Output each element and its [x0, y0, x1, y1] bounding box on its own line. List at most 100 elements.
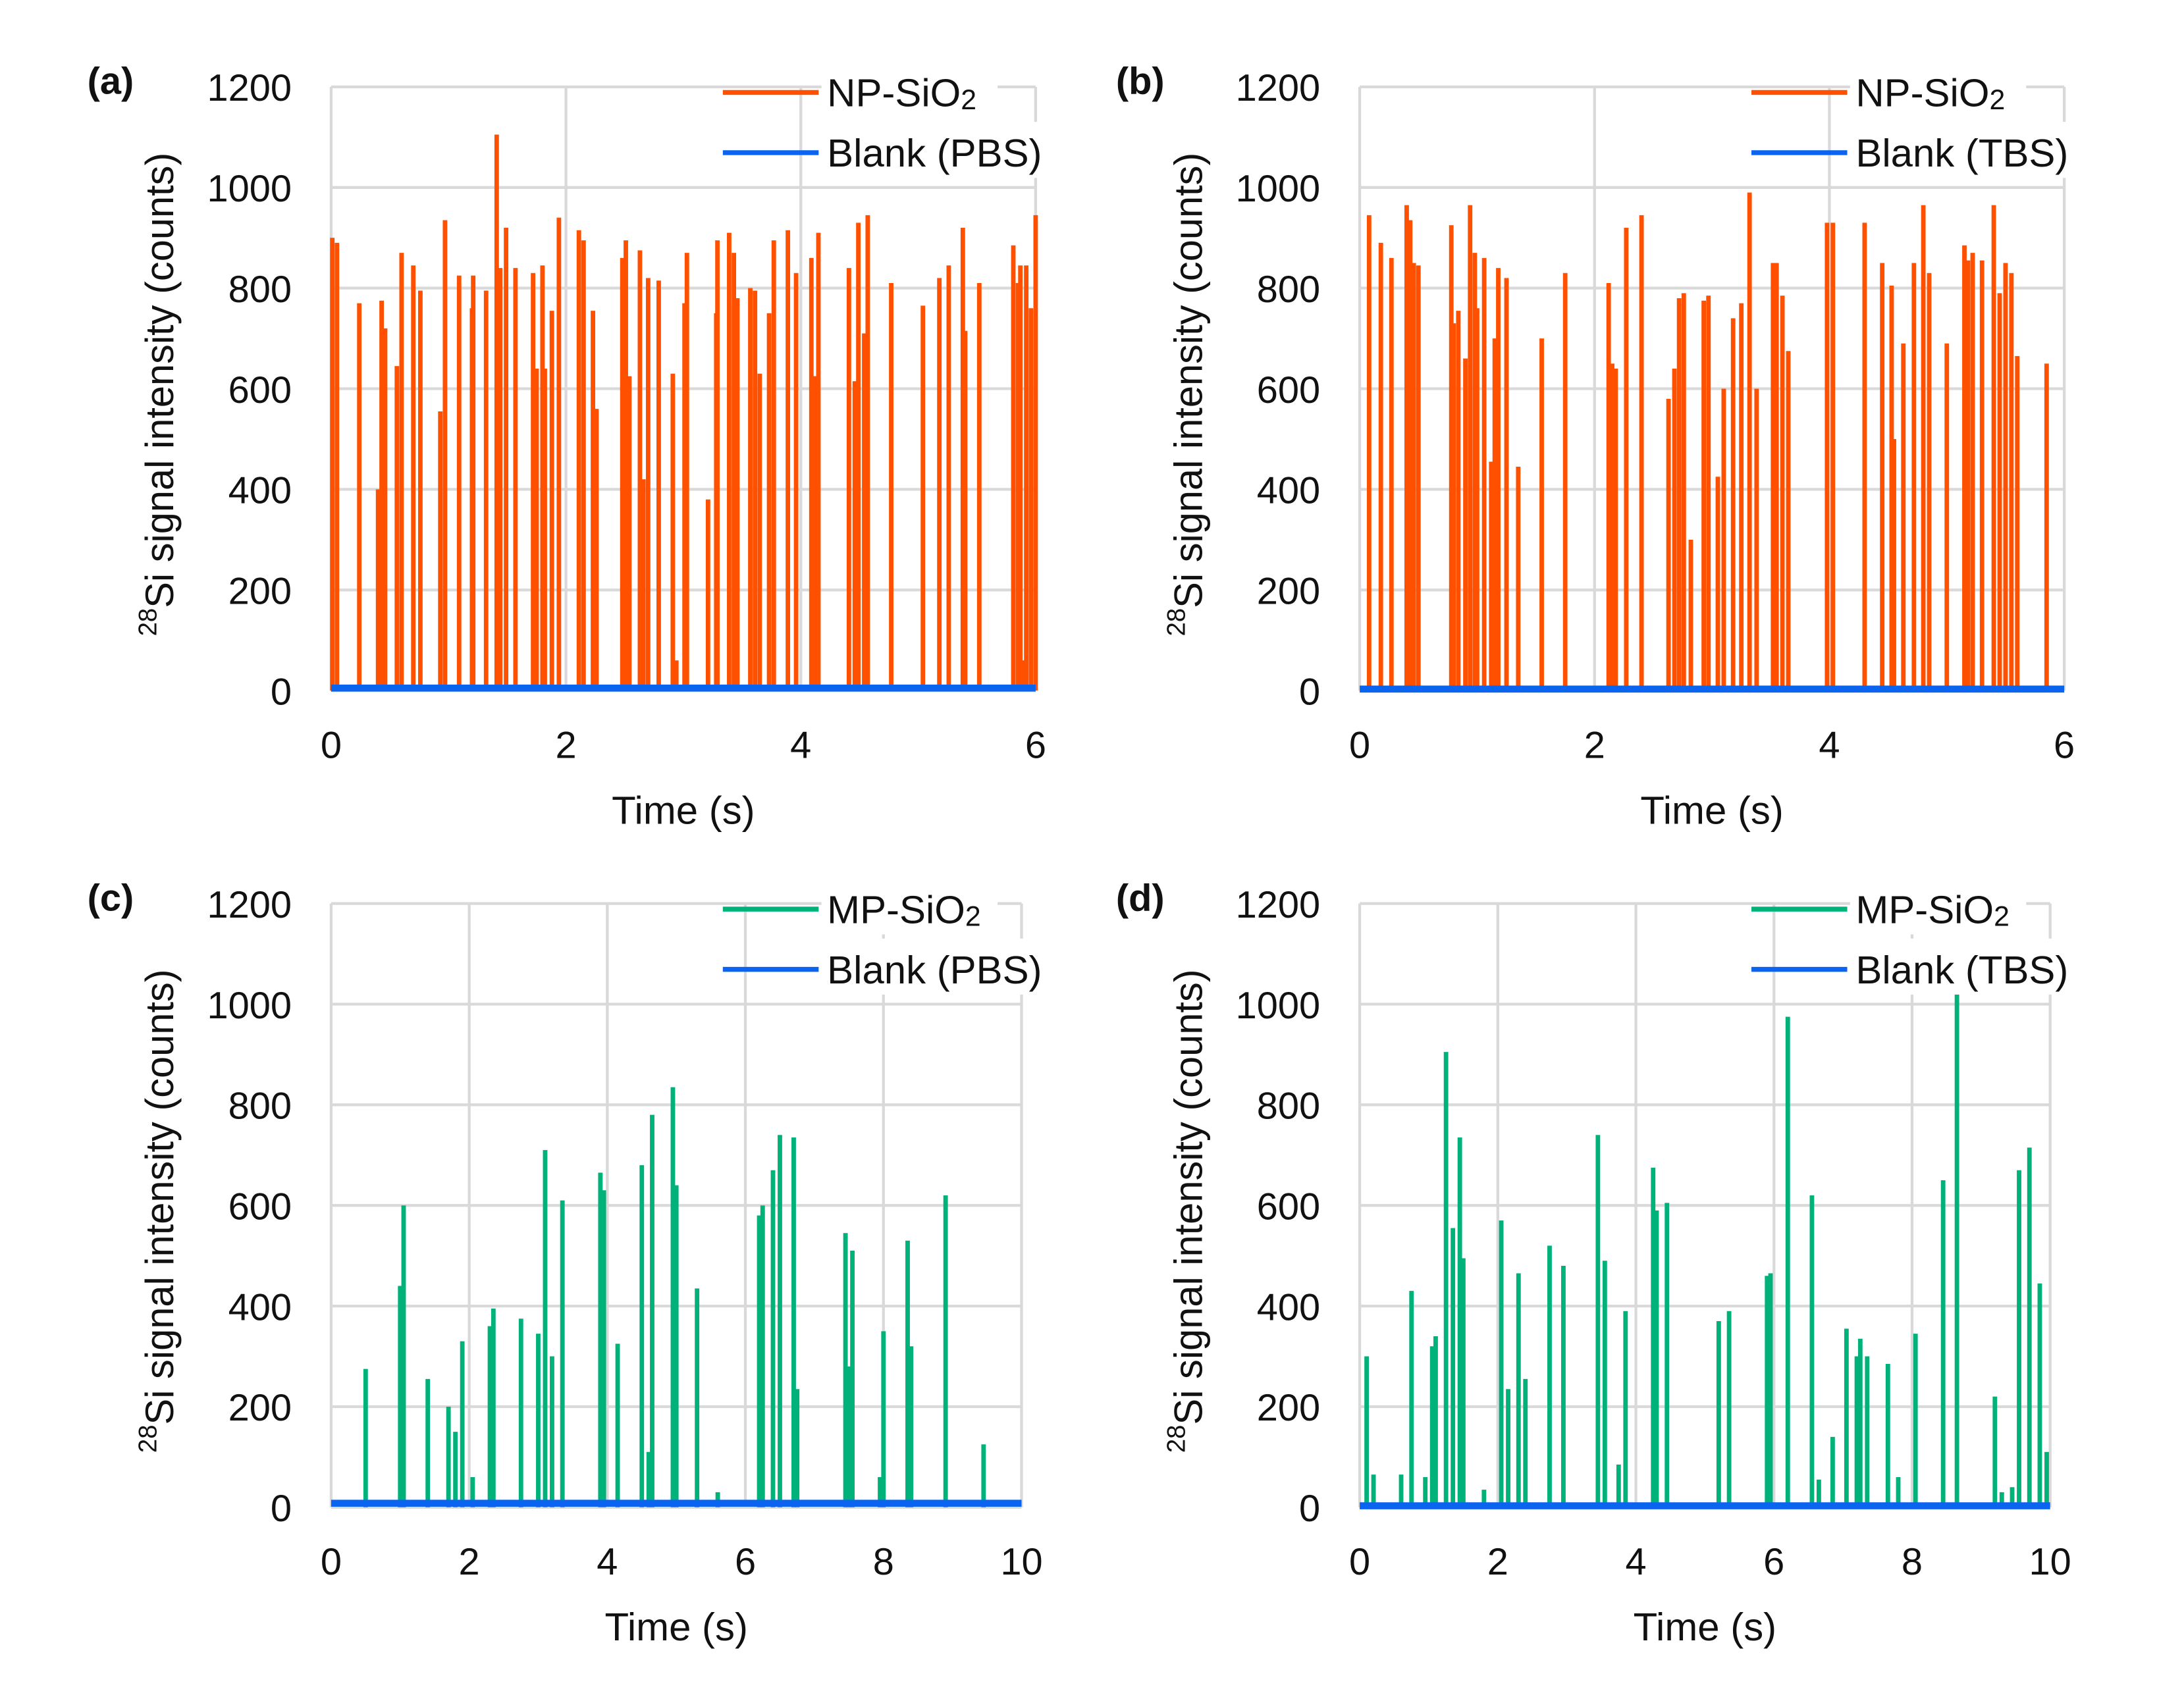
legend-label: MP-SiO2	[827, 888, 981, 933]
series-sample	[363, 1087, 986, 1507]
x-tick-label: 4	[1819, 724, 1840, 766]
x-axis-title: Time (s)	[604, 1605, 747, 1649]
legend-label-text: MP-SiO	[1855, 888, 1994, 932]
y-axis-title-superscript: 28	[134, 1425, 162, 1453]
y-tick-label: 400	[228, 470, 292, 512]
legend-bg	[1850, 938, 2097, 995]
panel-label: (d)	[1116, 877, 1165, 919]
y-tick-label: 400	[1257, 1287, 1320, 1329]
y-tick-label: 1200	[1236, 884, 1321, 926]
legend-label-subscript: 2	[1989, 84, 2005, 116]
x-tick-label: 6	[1763, 1541, 1784, 1583]
series-sample	[330, 134, 1038, 691]
y-tick-label: 800	[1257, 1085, 1320, 1128]
y-tick-label: 0	[1299, 671, 1320, 714]
x-tick-label: 0	[321, 724, 342, 766]
x-tick-label: 0	[1349, 1541, 1370, 1583]
y-axis-title: 28Si signal intensity (counts)	[1163, 969, 1211, 1453]
panel-label: (a)	[88, 61, 134, 103]
legend-label-subscript: 2	[1994, 901, 2010, 933]
y-tick-label: 200	[228, 1387, 292, 1429]
y-tick-label: 1200	[1236, 67, 1321, 109]
x-tick-label: 4	[597, 1541, 618, 1583]
y-axis-title: 28Si signal intensity (counts)	[1163, 153, 1211, 637]
y-tick-label: 800	[1257, 269, 1320, 311]
legend-label-text: Blank (PBS)	[827, 131, 1042, 175]
legend-bg	[1850, 878, 2027, 935]
legend-label: NP-SiO2	[1855, 71, 2005, 116]
legend-label: Blank (TBS)	[1855, 948, 2068, 992]
x-tick-label: 0	[1349, 724, 1370, 766]
y-axis-title-superscript: 28	[1163, 1425, 1191, 1453]
legend-bg	[821, 878, 998, 935]
x-tick-label: 4	[790, 724, 811, 766]
y-tick-label: 200	[228, 571, 292, 613]
legend-label-subscript: 2	[965, 901, 981, 933]
legend-bg	[821, 61, 998, 118]
series-sample	[1364, 979, 2049, 1507]
y-tick-label: 800	[228, 269, 292, 311]
x-tick-label: 10	[1000, 1541, 1042, 1583]
legend-label-text: Blank (PBS)	[827, 948, 1042, 992]
x-tick-label: 2	[1487, 1541, 1508, 1583]
y-tick-label: 1200	[207, 67, 292, 109]
panel-label: (c)	[88, 877, 134, 919]
x-tick-label: 8	[1902, 1541, 1923, 1583]
legend-bg	[821, 122, 1069, 178]
legend-label-text: MP-SiO	[827, 888, 965, 932]
y-tick-label: 600	[1257, 369, 1320, 411]
y-tick-label: 0	[271, 1488, 292, 1530]
y-tick-label: 600	[228, 1186, 292, 1228]
x-tick-label: 2	[459, 1541, 480, 1583]
legend-bg	[821, 938, 1069, 995]
y-axis-title-text: Si signal intensity (counts)	[138, 153, 182, 608]
x-axis-title: Time (s)	[1634, 1605, 1776, 1649]
y-axis-title-text: Si signal intensity (counts)	[1166, 969, 1210, 1424]
legend-bg	[1850, 122, 2097, 178]
y-tick-label: 400	[1257, 470, 1320, 512]
y-tick-label: 0	[271, 671, 292, 714]
x-tick-label: 6	[1025, 724, 1046, 766]
y-axis-title-text: Si signal intensity (counts)	[1166, 153, 1210, 608]
y-axis-title-text: Si signal intensity (counts)	[138, 969, 182, 1424]
y-tick-label: 1000	[207, 168, 292, 210]
y-axis-title: 28Si signal intensity (counts)	[134, 969, 182, 1453]
legend-label: MP-SiO2	[1855, 888, 2010, 933]
y-tick-label: 1200	[207, 884, 292, 926]
y-tick-label: 600	[228, 369, 292, 411]
x-axis-title: Time (s)	[612, 788, 755, 832]
y-tick-label: 600	[1257, 1186, 1320, 1228]
x-tick-label: 0	[321, 1541, 342, 1583]
y-axis-title-superscript: 28	[1163, 608, 1191, 637]
legend-label: Blank (TBS)	[1855, 131, 2068, 175]
y-tick-label: 0	[1299, 1488, 1320, 1530]
legend-label-text: Blank (TBS)	[1855, 948, 2068, 992]
y-tick-label: 1000	[207, 985, 292, 1027]
panel-b: 0 200 400 600 800 1000 1200 0 2 4 6 NP-SiO2 Blank (T…	[1116, 61, 2097, 832]
legend-label-subscript: 2	[961, 84, 976, 116]
y-tick-label: 1000	[1236, 168, 1321, 210]
legend-bg	[1850, 61, 2027, 118]
panel-label: (b)	[1116, 61, 1165, 103]
y-tick-label: 400	[228, 1287, 292, 1329]
x-tick-label: 6	[735, 1541, 756, 1583]
legend-label-text: NP-SiO	[827, 71, 961, 115]
y-tick-label: 800	[228, 1085, 292, 1128]
y-tick-label: 200	[1257, 1387, 1320, 1429]
x-tick-label: 2	[1584, 724, 1605, 766]
x-axis-title: Time (s)	[1640, 788, 1783, 832]
x-tick-label: 6	[2054, 724, 2075, 766]
y-axis-title-superscript: 28	[134, 608, 162, 637]
y-tick-label: 1000	[1236, 985, 1321, 1027]
legend-label-text: Blank (TBS)	[1855, 131, 2068, 175]
legend-label: Blank (PBS)	[827, 948, 1042, 992]
legend-label: NP-SiO2	[827, 71, 976, 116]
x-tick-label: 2	[555, 724, 576, 766]
y-tick-label: 200	[1257, 571, 1320, 613]
x-tick-label: 10	[2029, 1541, 2071, 1583]
